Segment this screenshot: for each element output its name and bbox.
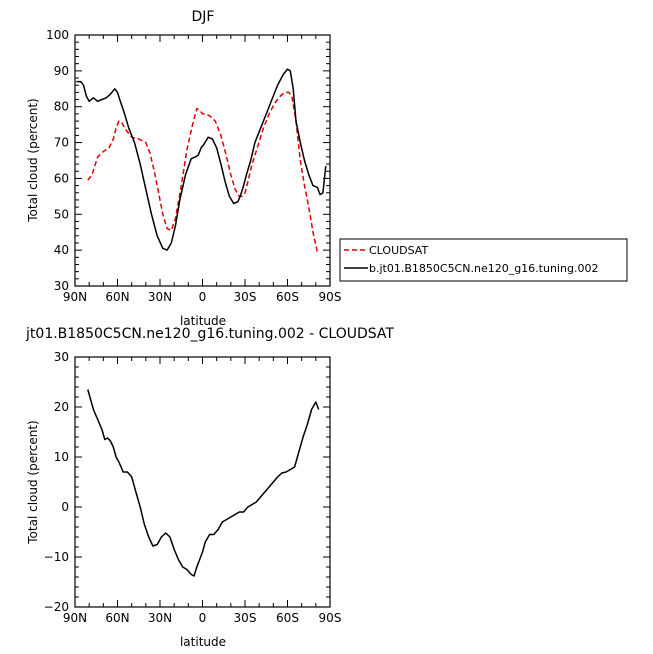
x-axis-label: latitude <box>180 314 226 328</box>
top-panel: DJF 90N 60N 30N 0 30S 60S 90S 30 40 50 60 70 80 90 100… <box>26 9 341 328</box>
y-tick-label: 60 <box>54 171 69 185</box>
x-tick-label: 30S <box>234 290 257 304</box>
top-panel-series <box>76 68 327 253</box>
top-panel-axes: 90N 60N 30N 0 30S 60S 90S 30 40 50 60 70 80 90 100 <box>46 28 341 304</box>
difference-chart-title: jt01.B1850C5CN.ne120_g16.tuning.002 - CL… <box>25 326 394 342</box>
series-line-model <box>76 68 327 251</box>
x-tick-label: 90N <box>63 611 87 625</box>
x-tick-label: 60N <box>105 611 129 625</box>
legend-label-model: b.jt01.B1850C5CN.ne120_g16.tuning.002 <box>369 262 598 275</box>
y-tick-label: 0 <box>61 500 69 514</box>
series-line-cloudsat <box>87 91 319 253</box>
plot-frame <box>74 356 331 608</box>
y-tick-label: 10 <box>54 450 69 464</box>
x-axis-label: latitude <box>180 635 226 649</box>
y-tick-label: 30 <box>54 279 69 293</box>
y-tick-label: 50 <box>54 207 69 221</box>
y-tick-label: 70 <box>54 136 69 150</box>
x-tick-label: 90S <box>319 290 342 304</box>
x-tick-label: 60N <box>105 290 129 304</box>
legend: CLOUDSAT b.jt01.B1850C5CN.ne120_g16.tuni… <box>339 238 628 282</box>
x-tick-label: 90N <box>63 290 87 304</box>
series-line-difference <box>87 389 320 577</box>
legend-label-cloudsat: CLOUDSAT <box>369 244 428 257</box>
y-axis-label: Total cloud (percent) <box>26 420 40 544</box>
x-tick-label: 30N <box>148 290 172 304</box>
x-tick-label: 60S <box>276 290 299 304</box>
bottom-panel-series <box>87 389 320 577</box>
y-tick-label: 100 <box>46 28 69 42</box>
x-tick-label: 90S <box>319 611 342 625</box>
y-tick-label: 30 <box>54 350 69 364</box>
y-tick-label: 80 <box>54 100 69 114</box>
x-tick-label: 0 <box>199 290 207 304</box>
y-tick-label: −10 <box>44 550 69 564</box>
y-tick-label: 90 <box>54 64 69 78</box>
bottom-panel-axes: 90N 60N 30N 0 30S 60S 90S −20 −10 0 10 20 30 <box>44 350 342 625</box>
plot-frame <box>74 34 331 287</box>
y-tick-label: −20 <box>44 600 69 614</box>
x-tick-label: 30S <box>234 611 257 625</box>
legend-box <box>339 238 628 282</box>
chart-title: DJF <box>192 9 215 25</box>
y-tick-label: 20 <box>54 400 69 414</box>
bottom-panel: jt01.B1850C5CN.ne120_g16.tuning.002 - CL… <box>25 326 394 649</box>
y-axis-label: Total cloud (percent) <box>26 98 40 222</box>
x-tick-label: 0 <box>199 611 207 625</box>
y-tick-label: 40 <box>54 243 69 257</box>
x-tick-label: 60S <box>276 611 299 625</box>
x-tick-label: 30N <box>148 611 172 625</box>
